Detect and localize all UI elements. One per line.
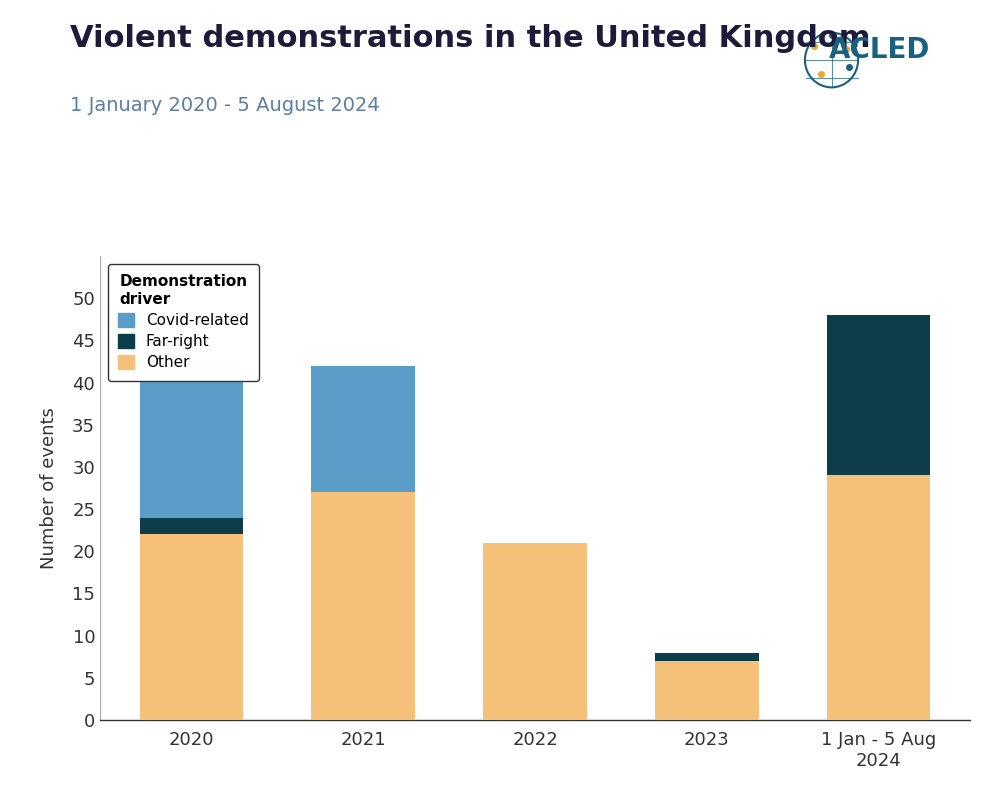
- Legend: Covid-related, Far-right, Other: Covid-related, Far-right, Other: [108, 264, 259, 381]
- Bar: [140, 358, 243, 518]
- Bar: [311, 492, 415, 720]
- Bar: [655, 653, 759, 661]
- Bar: [827, 475, 930, 720]
- Text: ACLED: ACLED: [829, 36, 930, 64]
- Y-axis label: Number of events: Number of events: [40, 407, 58, 569]
- Bar: [655, 661, 759, 720]
- Bar: [140, 534, 243, 720]
- Bar: [483, 543, 587, 720]
- Bar: [140, 518, 243, 534]
- Text: Violent demonstrations in the United Kingdom: Violent demonstrations in the United Kin…: [70, 24, 870, 53]
- Bar: [827, 315, 930, 475]
- Bar: [311, 366, 415, 492]
- Text: 1 January 2020 - 5 August 2024: 1 January 2020 - 5 August 2024: [70, 96, 380, 115]
